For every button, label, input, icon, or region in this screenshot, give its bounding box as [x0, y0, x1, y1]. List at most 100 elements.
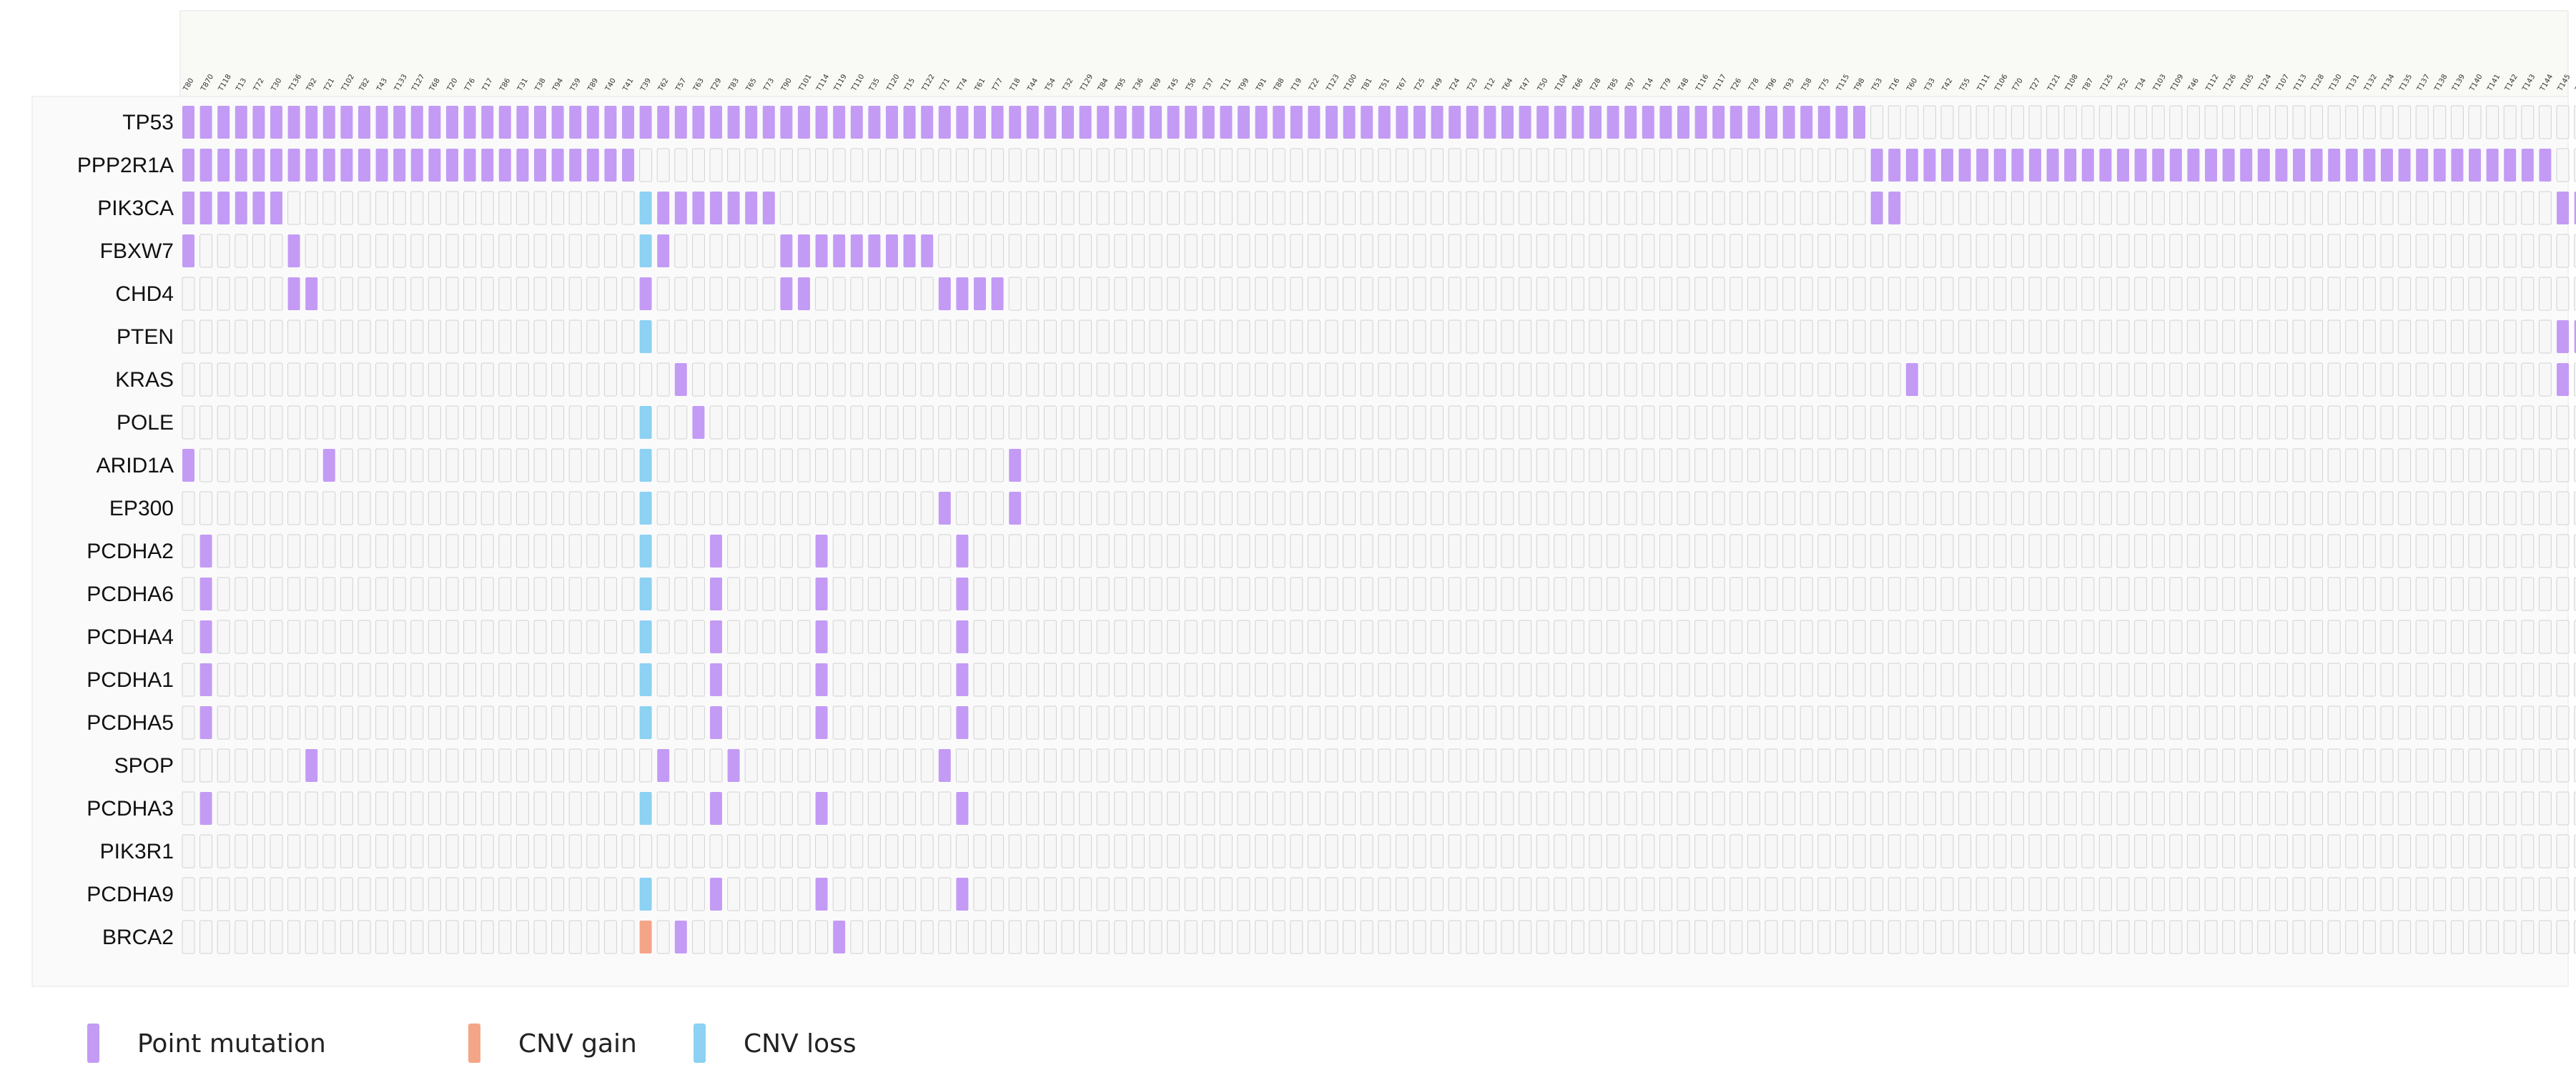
empty-cell	[2380, 877, 2394, 911]
empty-cell	[2134, 877, 2148, 911]
empty-cell	[1395, 319, 1408, 354]
empty-cell	[2116, 877, 2130, 911]
empty-cell	[903, 319, 917, 354]
cnv-loss-cell	[639, 320, 652, 353]
point-mutation-cell	[674, 921, 687, 953]
empty-cell	[1712, 491, 1725, 525]
empty-cell	[428, 319, 441, 354]
empty-cell	[515, 405, 529, 440]
empty-cell	[1272, 791, 1285, 826]
empty-cell	[1642, 534, 1655, 568]
empty-cell	[938, 319, 952, 354]
point-mutation-cell	[1079, 106, 1092, 139]
empty-cell	[2222, 663, 2236, 697]
empty-cell	[252, 705, 265, 740]
empty-cell	[305, 362, 318, 397]
empty-cell	[498, 362, 512, 397]
point-mutation-cell	[2275, 149, 2288, 182]
empty-cell	[1395, 405, 1408, 440]
empty-cell	[252, 405, 265, 440]
empty-cell	[1184, 620, 1198, 654]
empty-cell	[445, 277, 459, 311]
empty-cell	[2292, 534, 2306, 568]
empty-cell	[1554, 448, 1567, 482]
empty-cell	[2257, 448, 2271, 482]
empty-cell	[1642, 405, 1655, 440]
empty-cell	[2503, 362, 2517, 397]
empty-cell	[2292, 577, 2306, 611]
empty-cell	[2503, 234, 2517, 268]
empty-cell	[393, 920, 406, 954]
empty-cell	[1940, 620, 1954, 654]
empty-cell	[2257, 105, 2271, 139]
empty-cell	[2433, 620, 2447, 654]
empty-cell	[603, 277, 617, 311]
empty-cell	[1079, 663, 1092, 697]
empty-cell	[2433, 577, 2447, 611]
empty-cell	[2081, 920, 2095, 954]
empty-cell	[850, 405, 864, 440]
empty-cell	[1378, 234, 1391, 268]
empty-cell	[1413, 920, 1426, 954]
empty-cell	[428, 448, 441, 482]
empty-cell	[1589, 577, 1602, 611]
empty-cell	[182, 405, 195, 440]
empty-cell	[2450, 877, 2464, 911]
empty-cell	[1290, 234, 1303, 268]
empty-cell	[498, 620, 512, 654]
empty-cell	[2134, 277, 2148, 311]
empty-cell	[2433, 491, 2447, 525]
empty-cell	[2046, 663, 2060, 697]
point-mutation-cell	[657, 106, 670, 139]
empty-cell	[2222, 577, 2236, 611]
empty-cell	[445, 405, 459, 440]
empty-cell	[1993, 234, 2007, 268]
empty-cell	[674, 620, 688, 654]
empty-cell	[2204, 748, 2218, 783]
empty-cell	[1167, 491, 1180, 525]
empty-cell	[1501, 491, 1514, 525]
empty-cell	[2521, 620, 2535, 654]
empty-cell	[498, 191, 512, 225]
empty-cell	[2380, 362, 2394, 397]
empty-cell	[1571, 920, 1584, 954]
empty-cell	[920, 148, 934, 182]
empty-cell	[2169, 191, 2183, 225]
empty-cell	[1887, 534, 1901, 568]
empty-cell	[744, 319, 758, 354]
sample-label-panel	[179, 10, 2569, 97]
empty-cell	[1923, 277, 1936, 311]
empty-cell	[2450, 191, 2464, 225]
empty-cell	[568, 191, 582, 225]
empty-cell	[1659, 277, 1672, 311]
empty-cell	[991, 877, 1005, 911]
point-mutation-cell	[745, 106, 758, 139]
empty-cell	[2010, 491, 2024, 525]
empty-cell	[1290, 834, 1303, 868]
empty-cell	[1272, 277, 1285, 311]
empty-cell	[955, 920, 969, 954]
empty-cell	[850, 877, 864, 911]
empty-cell	[1887, 277, 1901, 311]
empty-cell	[1325, 362, 1338, 397]
empty-cell	[2081, 534, 2095, 568]
empty-cell	[1237, 534, 1250, 568]
empty-cell	[235, 448, 248, 482]
empty-cell	[1184, 191, 1198, 225]
point-mutation-cell	[217, 106, 230, 139]
empty-cell	[1571, 191, 1584, 225]
empty-cell	[2468, 405, 2482, 440]
empty-cell	[1765, 920, 1778, 954]
point-mutation-cell	[340, 149, 353, 182]
empty-cell	[1694, 920, 1708, 954]
empty-cell	[639, 748, 653, 783]
empty-cell	[832, 191, 846, 225]
empty-cell	[217, 748, 230, 783]
empty-cell	[568, 277, 582, 311]
empty-cell	[1360, 234, 1373, 268]
empty-cell	[270, 920, 283, 954]
empty-cell	[533, 534, 547, 568]
empty-cell	[2186, 405, 2200, 440]
empty-cell	[797, 920, 811, 954]
empty-cell	[991, 791, 1005, 826]
